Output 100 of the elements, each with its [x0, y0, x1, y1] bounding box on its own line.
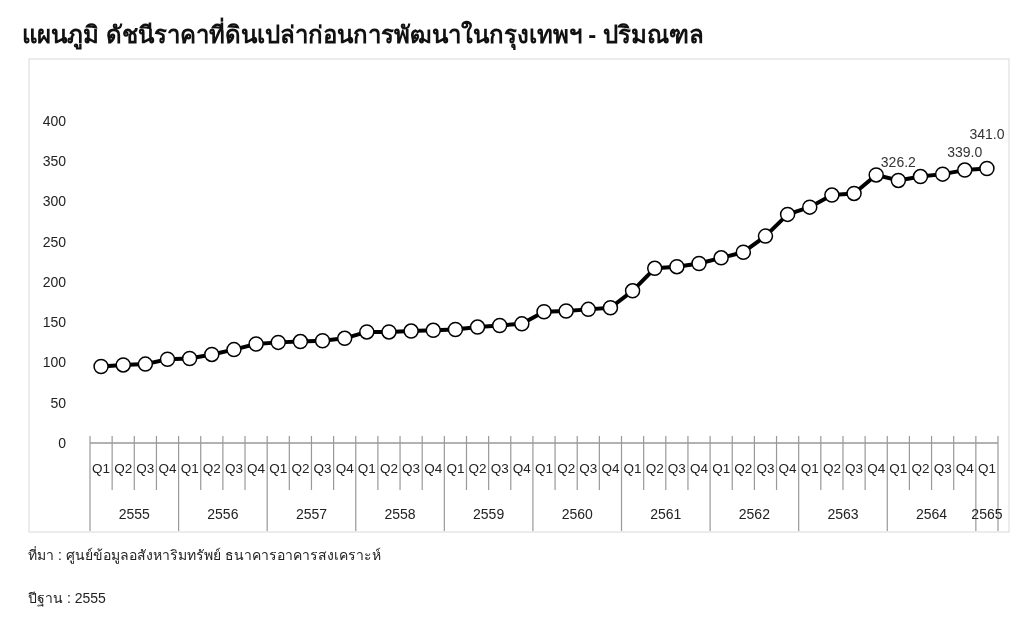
point: [469, 319, 486, 335]
point: [669, 258, 685, 275]
text: 2561: [650, 505, 682, 522]
point: [691, 255, 707, 272]
point: [292, 333, 309, 350]
x-tick-label: Q1: [357, 460, 376, 476]
y-tick-label: 300: [42, 193, 67, 210]
point: [425, 322, 442, 339]
y-tick-label: 200: [42, 273, 67, 290]
x-tick-label: Q3: [402, 460, 421, 476]
point: [403, 323, 419, 339]
point: [602, 300, 619, 316]
text: 2562: [738, 505, 771, 522]
x-tick-label: Q4: [424, 460, 443, 476]
point: [491, 317, 508, 334]
x-tick-label: Q4: [778, 460, 798, 476]
point: [558, 303, 574, 319]
x-tick-label: Q4: [158, 460, 178, 476]
point: [93, 358, 109, 375]
x-tick-label: Q3: [136, 460, 155, 476]
point: [912, 168, 929, 185]
x-tick-label: Q3: [490, 460, 509, 476]
data-label: 326.2: [880, 154, 917, 171]
x-tick-label: Q2: [911, 460, 930, 476]
x-tick-label: Q2: [734, 460, 753, 476]
x-tick-label: Q1: [534, 460, 554, 476]
x-tick-label: Q1: [977, 460, 996, 476]
text: 2555: [118, 505, 151, 522]
point: [957, 162, 973, 178]
point: [204, 346, 220, 363]
point: [934, 166, 951, 182]
text: 2559: [473, 505, 505, 522]
point: [646, 260, 663, 277]
point: [536, 304, 552, 320]
point: [248, 336, 264, 352]
x-tick-label: Q1: [446, 460, 465, 476]
point: [181, 350, 198, 367]
x-tick-label: Q3: [313, 460, 332, 476]
point: [314, 333, 331, 349]
point: [359, 324, 375, 340]
point: [270, 334, 286, 351]
x-tick-label: Q2: [379, 460, 398, 476]
x-tick-label: Q3: [933, 460, 952, 476]
x-tick-label: Q2: [468, 460, 487, 476]
x-tick-label: Q1: [180, 460, 199, 476]
x-tick-label: Q3: [667, 460, 686, 476]
x-tick-label: Q4: [690, 460, 709, 476]
x-tick-label: Q4: [601, 460, 620, 476]
x-tick-label: Q3: [756, 460, 775, 476]
y-tick-label: 50: [50, 394, 67, 411]
point: [115, 357, 131, 373]
x-tick-label: Q1: [269, 460, 288, 476]
x-tick-label: Q1: [623, 460, 642, 476]
x-tick-label: Q2: [291, 460, 310, 476]
point: [846, 185, 862, 202]
x-tick-label: Q4: [335, 460, 355, 476]
x-tick-label: Q4: [512, 460, 532, 476]
text: 2557: [295, 505, 328, 522]
x-tick-label: Q1: [92, 460, 111, 476]
point: [226, 341, 242, 358]
y-tick-label: 100: [42, 354, 67, 371]
x-tick-label: Q3: [224, 460, 243, 476]
point: [514, 316, 530, 332]
x-tick-label: Q2: [114, 460, 133, 476]
x-tick-label: Q3: [845, 460, 864, 476]
x-tick-label: Q2: [645, 460, 664, 476]
point: [779, 206, 796, 223]
text: 2564: [915, 505, 948, 522]
x-tick-label: Q1: [889, 460, 908, 476]
point: [580, 301, 597, 318]
x-tick-label: Q4: [955, 460, 975, 476]
x-tick-label: Q4: [247, 460, 266, 476]
point: [447, 321, 464, 338]
y-tick-label: 0: [58, 434, 67, 451]
x-tick-label: Q1: [800, 460, 819, 476]
point: [137, 356, 154, 372]
point: [624, 283, 641, 299]
text: ที่มา : ศูนย์ข้อมูลอสังหาริมทรัพย์ ธนาคารอาคารสงเคราะห์: [28, 546, 381, 564]
point: [824, 187, 840, 203]
text: 2558: [384, 505, 416, 522]
text: 2556: [207, 505, 239, 522]
point: [868, 167, 884, 183]
point: [802, 199, 818, 215]
point: [336, 330, 353, 347]
y-tick-label: 250: [42, 233, 67, 250]
data-label: 341.0: [969, 126, 1005, 143]
text: ปีฐาน : 2555: [28, 590, 107, 607]
point: [979, 160, 995, 177]
point: [890, 172, 907, 189]
x-tick-label: Q2: [202, 460, 221, 476]
point: [159, 351, 176, 368]
point: [735, 244, 752, 260]
text: 2565: [971, 505, 1003, 522]
y-tick-label: 350: [42, 153, 67, 170]
x-tick-label: Q3: [579, 460, 598, 476]
text: 2560: [561, 505, 593, 522]
x-tick-label: Q2: [557, 460, 576, 476]
point: [757, 228, 774, 244]
x-tick-label: Q1: [712, 460, 731, 476]
text: 2563: [827, 505, 859, 522]
